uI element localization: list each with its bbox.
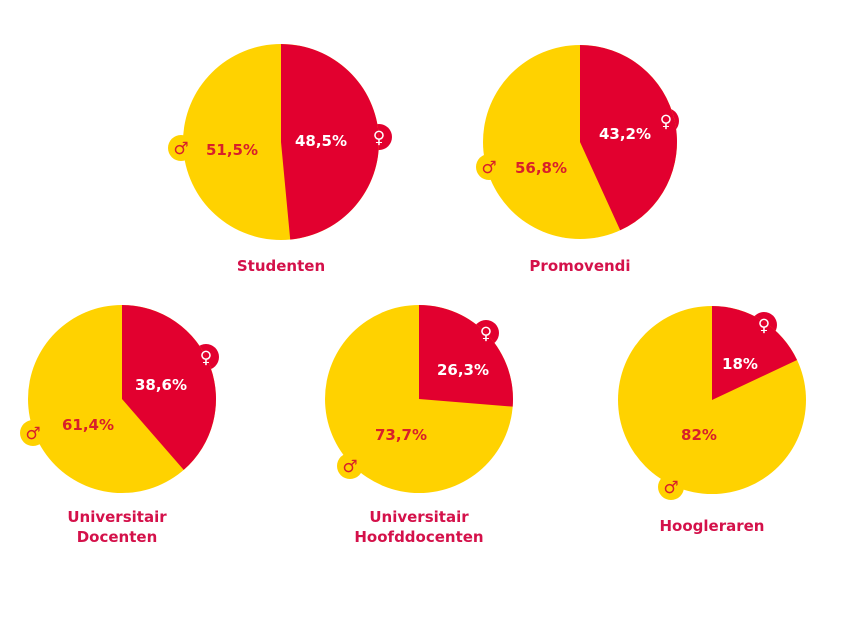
male-percentage-label: 82% [681, 426, 717, 444]
male-symbol-icon: ♂ [663, 478, 678, 498]
male-percentage-label: 51,5% [206, 141, 258, 159]
male-symbol-icon: ♂ [342, 457, 357, 477]
chart-caption: Promovendi [529, 257, 630, 275]
female-percentage-label: 18% [722, 355, 758, 373]
pie-chart-universitair-docenten: ♂ ♀ 38,6% 61,4% Universitair Docenten [20, 305, 219, 546]
chart-caption: Hoogleraren [660, 517, 765, 535]
female-percentage-label: 38,6% [135, 376, 187, 394]
female-symbol-icon: ♀ [660, 112, 672, 132]
female-percentage-label: 43,2% [599, 125, 651, 143]
female-slice [712, 306, 798, 400]
female-slice [580, 45, 677, 231]
pie-chart-hoogleraren: ♂ ♀ 18% 82% Hoogleraren [618, 306, 806, 535]
male-percentage-label: 73,7% [375, 426, 427, 444]
male-percentage-label: 56,8% [515, 159, 567, 177]
female-slice [419, 305, 513, 407]
pie-chart-universitair-hoofddocenten: ♂ ♀ 26,3% 73,7% Universitair Hoofddocenten [325, 305, 513, 546]
pie-chart-promovendi: ♂ ♀ 43,2% 56,8% Promovendi [476, 45, 679, 275]
chart-caption: Docenten [77, 528, 158, 546]
female-symbol-icon: ♀ [200, 348, 212, 368]
male-symbol-icon: ♂ [173, 139, 188, 159]
male-symbol-icon: ♂ [25, 424, 40, 444]
female-slice [281, 44, 380, 240]
female-symbol-icon: ♀ [758, 316, 770, 336]
chart-caption: Universitair [369, 508, 469, 526]
female-symbol-icon: ♀ [373, 128, 385, 148]
chart-caption: Hoofddocenten [354, 528, 483, 546]
male-symbol-icon: ♂ [481, 158, 496, 178]
chart-caption: Studenten [237, 257, 325, 275]
male-percentage-label: 61,4% [62, 416, 114, 434]
female-percentage-label: 26,3% [437, 361, 489, 379]
pie-chart-studenten: ♂ ♀ 48,5% 51,5% Studenten [168, 44, 392, 275]
female-symbol-icon: ♀ [480, 324, 492, 344]
female-slice [122, 305, 216, 470]
chart-caption: Universitair [67, 508, 167, 526]
female-percentage-label: 48,5% [295, 132, 347, 150]
